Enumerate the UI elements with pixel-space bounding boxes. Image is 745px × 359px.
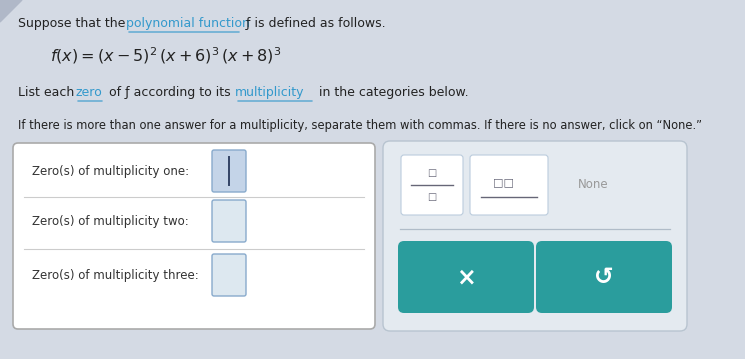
FancyBboxPatch shape: [383, 141, 687, 331]
Text: $\mathit{f}(x) = (x-5)^2\,(x+6)^3\,(x+8)^3$: $\mathit{f}(x) = (x-5)^2\,(x+6)^3\,(x+8)…: [50, 46, 282, 66]
Text: zero: zero: [75, 86, 102, 99]
FancyBboxPatch shape: [470, 155, 548, 215]
Text: Suppose that the: Suppose that the: [18, 17, 130, 30]
Text: ×: ×: [456, 265, 476, 289]
Text: □: □: [428, 168, 437, 178]
Text: in the categories below.: in the categories below.: [315, 86, 469, 99]
Text: None: None: [577, 178, 609, 191]
Text: If there is more than one answer for a multiplicity, separate them with commas. : If there is more than one answer for a m…: [18, 119, 702, 132]
FancyBboxPatch shape: [401, 155, 463, 215]
Text: Zero(s) of multiplicity one:: Zero(s) of multiplicity one:: [32, 164, 189, 177]
Text: multiplicity: multiplicity: [235, 86, 305, 99]
FancyBboxPatch shape: [398, 241, 534, 313]
Text: Zero(s) of multiplicity two:: Zero(s) of multiplicity two:: [32, 214, 188, 228]
Text: List each: List each: [18, 86, 78, 99]
Text: □□: □□: [493, 177, 515, 187]
Text: polynomial function: polynomial function: [126, 17, 250, 30]
Text: of ƒ according to its: of ƒ according to its: [105, 86, 235, 99]
Polygon shape: [0, 0, 22, 22]
FancyBboxPatch shape: [212, 150, 246, 192]
FancyBboxPatch shape: [13, 143, 375, 329]
FancyBboxPatch shape: [212, 254, 246, 296]
Text: ƒ is defined as follows.: ƒ is defined as follows.: [242, 17, 386, 30]
Text: ↺: ↺: [594, 265, 614, 289]
Text: Zero(s) of multiplicity three:: Zero(s) of multiplicity three:: [32, 269, 199, 281]
FancyBboxPatch shape: [536, 241, 672, 313]
Text: □: □: [428, 192, 437, 202]
FancyBboxPatch shape: [212, 200, 246, 242]
